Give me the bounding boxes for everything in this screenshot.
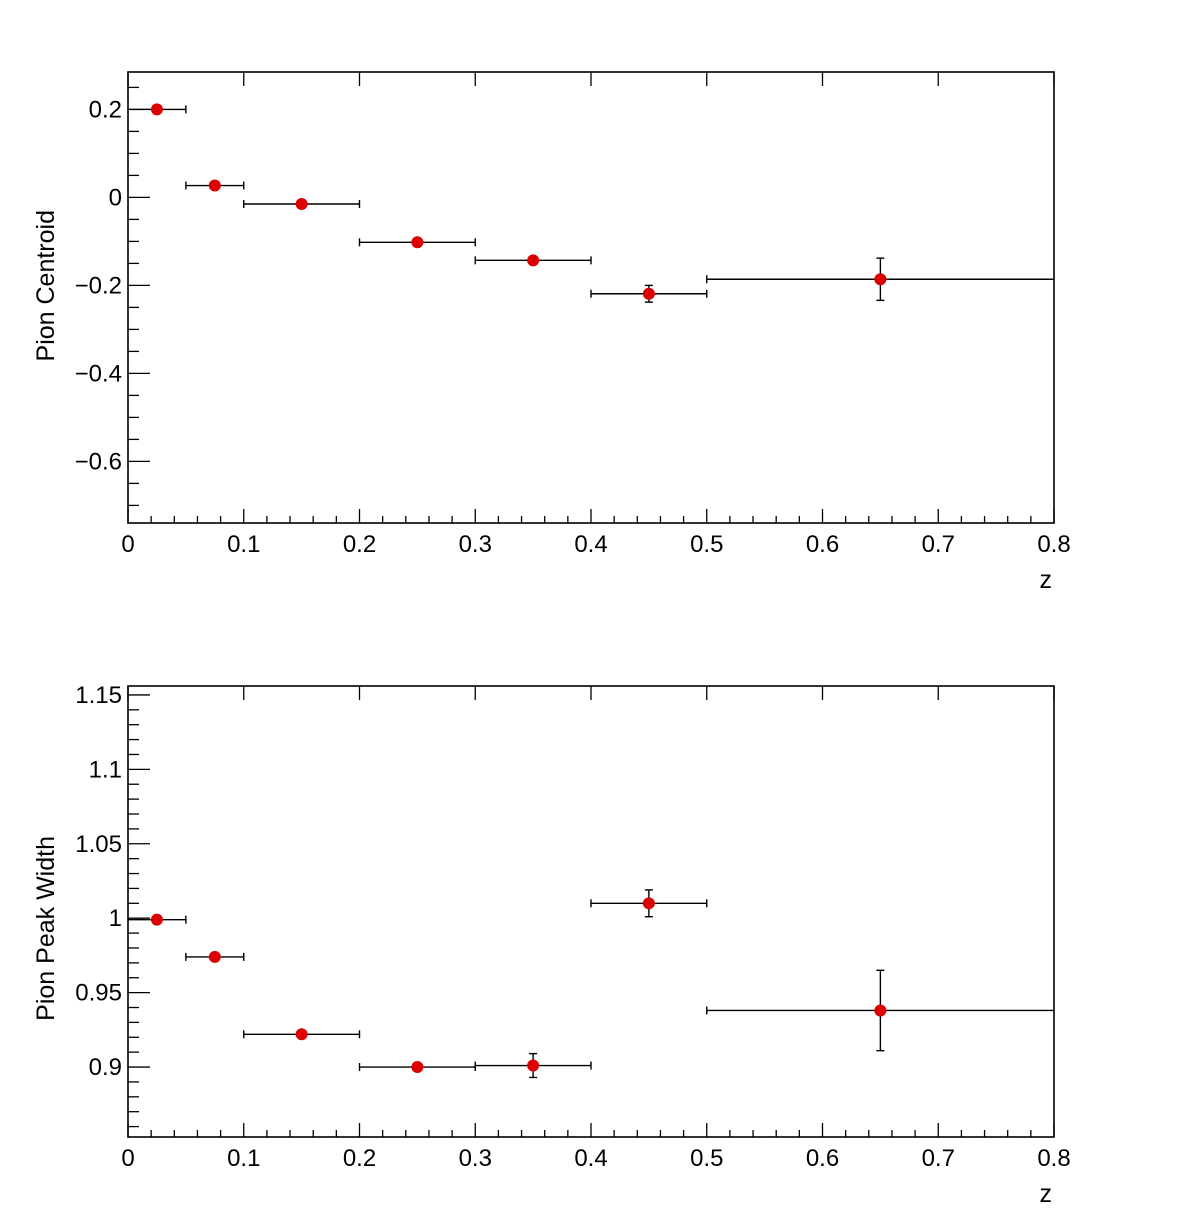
y-tick-label: 0.9 [89, 1054, 122, 1081]
data-point [185, 950, 245, 963]
peak-width-x-axis-title: z [1040, 1180, 1053, 1208]
data-marker [295, 198, 308, 210]
x-tick-label: 0.8 [1037, 531, 1070, 558]
y-tick-label: −0.4 [75, 360, 122, 387]
x-tick-label: 0 [121, 531, 134, 558]
data-point [358, 236, 476, 249]
x-tick-label: 0.7 [922, 1145, 955, 1172]
x-tick-label: 0.1 [227, 531, 260, 558]
data-marker [874, 1004, 887, 1017]
y-tick-label: 1.15 [75, 682, 122, 709]
peak-width-tick-marks [127, 686, 1055, 1137]
x-tick-label: 0.4 [574, 531, 607, 558]
y-tick-label: 1.1 [89, 756, 122, 783]
data-point [706, 257, 1054, 302]
data-marker [411, 1061, 424, 1074]
data-marker [208, 179, 221, 192]
data-marker [208, 950, 221, 963]
centroid-y-tick-labels: 0.2 0 −0.2 −0.4 −0.6 [75, 96, 122, 475]
y-tick-label: 0 [109, 184, 122, 211]
y-tick-label: 1 [109, 905, 122, 932]
data-marker [527, 1059, 540, 1072]
centroid-panel: 0.20−0.2−0.4−0.6 0 0.1 0.2 0.3 0.4 0.5 0.6 0.7 0… [32, 71, 1071, 594]
y-tick-label: 0.95 [75, 980, 122, 1007]
x-tick-label: 0.3 [459, 1145, 492, 1172]
x-tick-label: 0.2 [343, 1145, 376, 1172]
data-marker [150, 913, 163, 926]
x-tick-label: 0.5 [690, 1145, 723, 1172]
x-tick-label: 0.6 [806, 531, 839, 558]
peak-width-data-series [128, 889, 1054, 1079]
data-point [590, 284, 708, 303]
x-tick-label: 0.8 [1037, 1145, 1070, 1172]
data-marker [295, 1028, 308, 1041]
x-tick-label: 0.5 [690, 531, 723, 558]
peak-width-x-tick-labels: 0 0.1 0.2 0.3 0.4 0.5 0.6 0.7 0.8 [121, 1145, 1070, 1172]
data-point [128, 103, 187, 116]
data-point [128, 913, 187, 926]
x-tick-label: 0.3 [459, 531, 492, 558]
data-marker [411, 236, 424, 249]
y-tick-label: 0.2 [89, 96, 122, 123]
y-tick-label: −0.2 [75, 272, 122, 299]
data-point [474, 254, 592, 267]
data-marker [527, 254, 540, 267]
data-point [243, 1028, 361, 1041]
data-point [590, 889, 708, 918]
data-point [706, 969, 1054, 1052]
centroid-y-axis-title: Pion Centroid [32, 210, 60, 361]
centroid-x-tick-labels: 0 0.1 0.2 0.3 0.4 0.5 0.6 0.7 0.8 [121, 531, 1070, 558]
x-tick-label: 0.4 [574, 1145, 607, 1172]
data-point [358, 1061, 476, 1074]
x-tick-label: 0 [121, 1145, 134, 1172]
data-marker [642, 287, 655, 300]
data-point [474, 1052, 592, 1079]
data-marker [642, 897, 655, 910]
data-marker [874, 273, 887, 286]
centroid-x-axis-title: z [1040, 566, 1053, 594]
data-marker [150, 103, 163, 116]
data-point [185, 179, 245, 192]
y-tick-label: −0.6 [75, 448, 122, 475]
peak-width-y-tick-labels: 1.15 1.1 1.05 1 0.95 0.9 [75, 682, 122, 1081]
x-tick-label: 0.1 [227, 1145, 260, 1172]
y-tick-label: 1.05 [75, 831, 122, 858]
peak-width-y-axis-title: Pion Peak Width [32, 836, 60, 1021]
x-tick-label: 0.2 [343, 531, 376, 558]
centroid-data-series [128, 103, 1054, 303]
x-tick-label: 0.6 [806, 1145, 839, 1172]
data-point [243, 198, 361, 210]
x-tick-label: 0.7 [922, 531, 955, 558]
